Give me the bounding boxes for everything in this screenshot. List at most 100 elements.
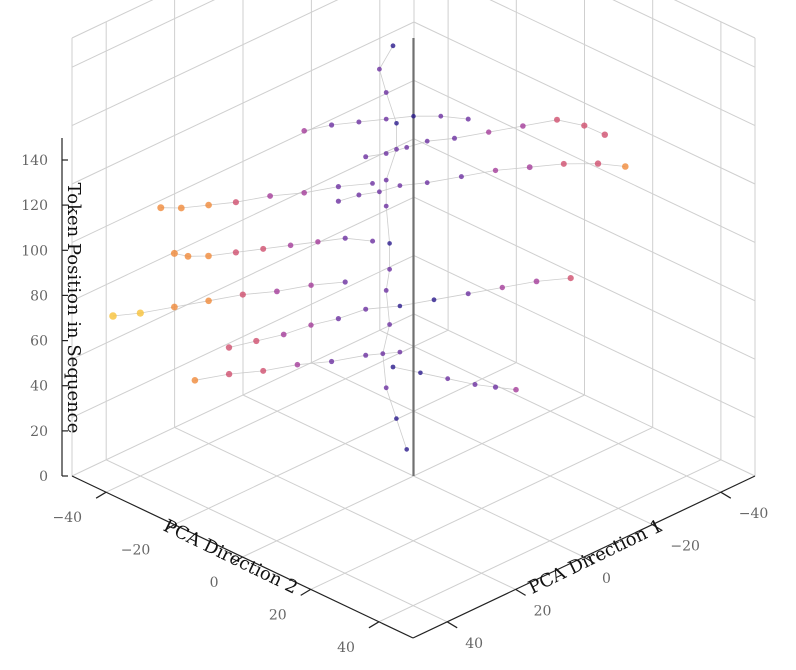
grid-floor-y — [378, 459, 722, 623]
data-point — [377, 189, 382, 195]
data-point — [594, 160, 602, 167]
x-tick-mark — [720, 491, 732, 499]
grid-wall-horizontal — [71, 0, 216, 68]
data-point — [260, 245, 267, 252]
data-point — [329, 358, 335, 365]
data-point — [554, 116, 560, 123]
y-tick-label: 20 — [269, 607, 287, 623]
data-point — [232, 199, 239, 206]
grid-floor-x — [105, 459, 448, 623]
pane-edge — [673, 0, 756, 39]
y-tick-mark — [368, 621, 380, 629]
data-point — [520, 123, 526, 129]
data-point — [424, 180, 430, 186]
data-point — [342, 235, 348, 241]
data-point — [363, 352, 369, 358]
data-point — [560, 160, 567, 167]
z-tick-label: 0 — [39, 469, 48, 485]
data-point — [225, 344, 233, 351]
data-point — [397, 349, 403, 355]
data-point — [394, 121, 399, 126]
data-point — [377, 66, 382, 72]
grid-wall-horizontal — [71, 313, 415, 477]
grid-wall-horizontal — [413, 21, 756, 185]
grid-wall-horizontal — [71, 79, 415, 243]
grid-wall-horizontal — [71, 196, 415, 360]
data-point — [232, 249, 239, 256]
x-tick-mark — [446, 621, 458, 629]
data-point — [363, 154, 369, 160]
y-tick-label: 40 — [337, 640, 355, 656]
x-tick-mark — [515, 588, 526, 596]
trajectory-line — [392, 366, 517, 391]
data-point — [356, 119, 362, 125]
data-point — [274, 288, 280, 295]
data-point — [280, 331, 287, 338]
y-axis-ticks: −40 −20 0 20 40 — [53, 491, 380, 656]
grid-wall-horizontal — [489, 0, 756, 127]
data-point — [567, 275, 574, 282]
data-point — [170, 249, 178, 257]
grid-wall-horizontal — [71, 21, 415, 185]
data-point — [492, 167, 499, 174]
data-point — [513, 386, 519, 393]
data-point — [205, 297, 212, 305]
x-axis-label: PCA Direction 1 — [525, 515, 666, 598]
data-point — [492, 384, 499, 390]
data-point — [383, 90, 389, 95]
data-point — [387, 266, 392, 272]
data-point — [622, 163, 629, 170]
data-point — [308, 322, 314, 328]
z-axis-ticks: 0 20 40 60 80 100 120 140 — [21, 153, 68, 485]
data-point — [315, 239, 321, 245]
z-tick-label: 60 — [30, 334, 48, 350]
z-tick-label: 40 — [30, 379, 48, 395]
grid-wall-horizontal — [413, 313, 756, 477]
z-axis-label: Token Position in Sequence — [63, 183, 84, 434]
grid-floor-x — [174, 426, 516, 590]
data-point — [308, 282, 314, 288]
data-point — [404, 447, 410, 452]
data-point — [465, 116, 471, 122]
x-tick-label: −20 — [670, 539, 700, 555]
data-point — [404, 145, 410, 150]
data-point — [370, 181, 375, 186]
grid-wall-horizontal — [71, 138, 415, 302]
data-points — [109, 43, 629, 452]
data-point — [383, 203, 389, 209]
data-point — [205, 252, 212, 260]
data-point — [184, 252, 192, 260]
data-point — [499, 284, 505, 291]
z-tick-label: 100 — [21, 243, 48, 259]
data-point — [253, 337, 260, 345]
data-point — [109, 312, 117, 320]
data-point — [177, 204, 185, 212]
data-point — [301, 190, 308, 196]
data-point — [486, 129, 492, 135]
grid-lines — [71, 0, 756, 623]
y-axis-label: PCA Direction 2 — [160, 515, 301, 598]
grid-wall-horizontal — [612, 0, 756, 68]
data-point — [383, 385, 389, 391]
data-point — [335, 316, 341, 322]
data-point — [418, 370, 423, 376]
z-tick-label: 20 — [30, 424, 48, 440]
data-point — [383, 288, 389, 293]
data-point — [458, 174, 464, 180]
data-point — [171, 303, 178, 311]
x-tick-mark — [583, 556, 595, 564]
data-point — [581, 122, 588, 129]
data-point — [370, 238, 376, 244]
data-point — [390, 43, 396, 49]
grid-wall-horizontal — [71, 255, 415, 419]
z-tick-label: 120 — [21, 198, 48, 214]
x-tick-label: 40 — [465, 636, 483, 652]
data-point — [438, 113, 444, 119]
data-point — [601, 131, 608, 138]
y-tick-mark — [300, 588, 312, 596]
data-point — [533, 278, 540, 285]
data-point — [191, 377, 199, 384]
trajectory-line — [112, 281, 346, 317]
grid-wall-horizontal — [413, 138, 756, 302]
y-tick-label: 0 — [210, 575, 219, 591]
